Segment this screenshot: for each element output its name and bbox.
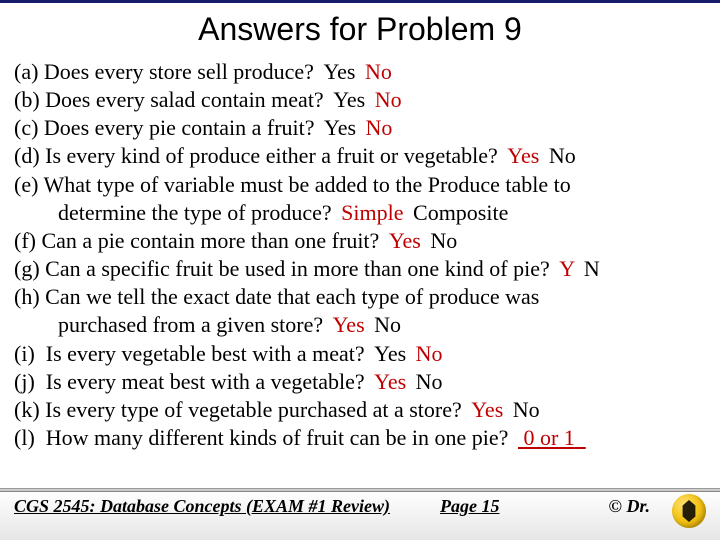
item-question: Does every store sell produce? xyxy=(44,59,314,84)
option-yes: Yes xyxy=(333,87,365,112)
item-question: Can a pie contain more than one fruit? xyxy=(41,228,379,253)
page-title: Answers for Problem 9 xyxy=(0,11,720,48)
item-h-line1: (h) Can we tell the exact date that each… xyxy=(14,283,706,311)
option-yes: Yes xyxy=(389,228,421,253)
blank-answer: 0 or 1 xyxy=(518,425,586,450)
answers-list: (a) Does every store sell produce? Yes N… xyxy=(0,58,720,452)
item-question: How many different kinds of fruit can be… xyxy=(46,425,509,450)
option-yes: Yes xyxy=(333,312,365,337)
item-marker: (g) xyxy=(14,256,40,281)
item-marker: (i) xyxy=(14,341,35,366)
item-f: (f) Can a pie contain more than one frui… xyxy=(14,227,706,255)
option-yes: Yes xyxy=(324,115,356,140)
option-no: No xyxy=(416,369,443,394)
item-e-line1: (e) What type of variable must be added … xyxy=(14,171,706,199)
option-yes: Yes xyxy=(374,341,406,366)
option-simple: Simple xyxy=(341,200,403,225)
option-no: No xyxy=(430,228,457,253)
course-label: CGS 2545: Database Concepts (EXAM #1 Rev… xyxy=(14,496,390,517)
top-border xyxy=(0,0,720,3)
item-question: What type of variable must be added to t… xyxy=(44,172,571,197)
item-question: Is every meat best with a vegetable? xyxy=(46,369,365,394)
item-marker: (b) xyxy=(14,87,40,112)
item-marker: (h) xyxy=(14,284,40,309)
item-j: (j) Is every meat best with a vegetable?… xyxy=(14,368,706,396)
item-h-line2: purchased from a given store? Yes No xyxy=(14,311,706,339)
item-l: (l) How many different kinds of fruit ca… xyxy=(14,424,706,452)
option-yes: Yes xyxy=(507,143,539,168)
ucf-logo-icon xyxy=(672,494,706,528)
option-no: No xyxy=(374,312,401,337)
item-marker: (f) xyxy=(14,228,36,253)
option-no: No xyxy=(416,341,443,366)
page-number: Page 15 xyxy=(440,496,499,517)
option-yes: Yes xyxy=(374,369,406,394)
item-question: Does every pie contain a fruit? xyxy=(44,115,315,140)
option-no: No xyxy=(365,59,392,84)
option-yes: Yes xyxy=(471,397,503,422)
item-b: (b) Does every salad contain meat? Yes N… xyxy=(14,86,706,114)
item-marker: (e) xyxy=(14,172,38,197)
item-d: (d) Is every kind of produce either a fr… xyxy=(14,142,706,170)
option-composite: Composite xyxy=(413,200,508,225)
item-marker: (j) xyxy=(14,369,35,394)
option-yes: Yes xyxy=(323,59,355,84)
item-e-line2: determine the type of produce? Simple Co… xyxy=(14,199,706,227)
item-a: (a) Does every store sell produce? Yes N… xyxy=(14,58,706,86)
footer: CGS 2545: Database Concepts (EXAM #1 Rev… xyxy=(0,488,720,540)
item-c: (c) Does every pie contain a fruit? Yes … xyxy=(14,114,706,142)
blank-value: 0 or 1 xyxy=(523,425,574,450)
item-question: Is every type of vegetable purchased at … xyxy=(45,397,462,422)
item-marker: (k) xyxy=(14,397,40,422)
option-n: N xyxy=(584,256,600,281)
item-question: Can a specific fruit be used in more tha… xyxy=(45,256,550,281)
copyright-label: © Dr. xyxy=(609,496,650,517)
item-marker: (c) xyxy=(14,115,38,140)
option-no: No xyxy=(366,115,393,140)
item-question-cont: determine the type of produce? xyxy=(58,200,332,225)
option-no: No xyxy=(549,143,576,168)
item-question: Can we tell the exact date that each typ… xyxy=(45,284,539,309)
item-question: Does every salad contain meat? xyxy=(45,87,324,112)
item-g: (g) Can a specific fruit be used in more… xyxy=(14,255,706,283)
option-y: Y xyxy=(559,256,574,281)
item-marker: (d) xyxy=(14,143,40,168)
option-no: No xyxy=(375,87,402,112)
item-question: Is every vegetable best with a meat? xyxy=(46,341,365,366)
option-no: No xyxy=(513,397,540,422)
item-k: (k) Is every type of vegetable purchased… xyxy=(14,396,706,424)
item-i: (i) Is every vegetable best with a meat?… xyxy=(14,340,706,368)
item-marker: (a) xyxy=(14,59,38,84)
footer-content: CGS 2545: Database Concepts (EXAM #1 Rev… xyxy=(0,492,720,540)
item-question: Is every kind of produce either a fruit … xyxy=(45,143,498,168)
item-question-cont: purchased from a given store? xyxy=(58,312,323,337)
item-marker: (l) xyxy=(14,425,35,450)
